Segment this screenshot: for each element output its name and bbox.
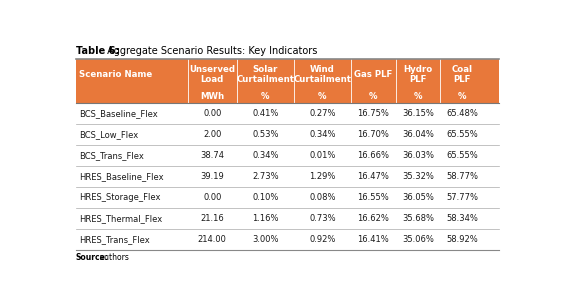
Text: %: % (458, 92, 467, 101)
Text: Wind
Curtailment: Wind Curtailment (293, 65, 352, 84)
Text: 36.15%: 36.15% (402, 109, 434, 118)
Text: 65.48%: 65.48% (447, 109, 479, 118)
Text: 2.00: 2.00 (203, 130, 222, 139)
Text: 36.03%: 36.03% (402, 151, 434, 160)
Text: BCS_Trans_Flex: BCS_Trans_Flex (80, 151, 144, 160)
Text: 36.04%: 36.04% (402, 130, 434, 139)
Text: Unserved
Load: Unserved Load (189, 65, 235, 84)
Text: 0.41%: 0.41% (252, 109, 278, 118)
Text: 38.74: 38.74 (200, 151, 224, 160)
Text: 16.75%: 16.75% (357, 109, 389, 118)
Text: 58.34%: 58.34% (447, 214, 479, 223)
Text: 21.16: 21.16 (200, 214, 224, 223)
Text: 16.55%: 16.55% (357, 193, 389, 202)
Text: Aggregate Scenario Results: Key Indicators: Aggregate Scenario Results: Key Indicato… (104, 46, 318, 56)
Text: 0.34%: 0.34% (252, 151, 278, 160)
Text: Scenario Name: Scenario Name (80, 70, 153, 79)
Text: HRES_Storage_Flex: HRES_Storage_Flex (80, 193, 161, 202)
Text: 0.73%: 0.73% (309, 214, 336, 223)
Text: 214.00: 214.00 (198, 235, 227, 244)
Text: 0.10%: 0.10% (252, 193, 278, 202)
Text: 16.70%: 16.70% (357, 130, 389, 139)
Text: 0.92%: 0.92% (309, 235, 335, 244)
Text: Solar
Curtailment: Solar Curtailment (236, 65, 295, 84)
Text: BCS_Baseline_Flex: BCS_Baseline_Flex (80, 109, 158, 118)
Text: 2.73%: 2.73% (252, 172, 279, 181)
Text: 0.00: 0.00 (203, 109, 222, 118)
Text: 16.62%: 16.62% (357, 214, 389, 223)
Text: 16.41%: 16.41% (357, 235, 389, 244)
Text: authors: authors (97, 253, 129, 263)
Text: 58.92%: 58.92% (447, 235, 479, 244)
Text: BCS_Low_Flex: BCS_Low_Flex (80, 130, 139, 139)
Text: 35.06%: 35.06% (402, 235, 434, 244)
Text: %: % (413, 92, 422, 101)
Text: 16.66%: 16.66% (357, 151, 389, 160)
Text: 58.77%: 58.77% (447, 172, 479, 181)
Text: HRES_Trans_Flex: HRES_Trans_Flex (80, 235, 150, 244)
Text: 3.00%: 3.00% (252, 235, 278, 244)
Text: 16.47%: 16.47% (357, 172, 389, 181)
Text: %: % (261, 92, 269, 101)
Text: 35.32%: 35.32% (402, 172, 434, 181)
Text: %: % (369, 92, 378, 101)
Text: Coal
PLF: Coal PLF (452, 65, 473, 84)
Text: 0.00: 0.00 (203, 193, 222, 202)
Text: 39.19: 39.19 (200, 172, 224, 181)
Text: Source:: Source: (76, 253, 108, 263)
Text: Table 6:: Table 6: (76, 46, 119, 56)
Text: HRES_Baseline_Flex: HRES_Baseline_Flex (80, 172, 164, 181)
Text: 0.08%: 0.08% (309, 193, 335, 202)
Text: 0.53%: 0.53% (252, 130, 278, 139)
Text: Gas PLF: Gas PLF (354, 70, 393, 79)
Text: 0.27%: 0.27% (309, 109, 335, 118)
Text: 57.77%: 57.77% (447, 193, 479, 202)
Bar (76, 90, 499, 103)
Text: 36.05%: 36.05% (402, 193, 434, 202)
Text: MWh: MWh (200, 92, 224, 101)
Text: 65.55%: 65.55% (447, 130, 479, 139)
Text: 1.16%: 1.16% (252, 214, 278, 223)
Text: Hydro
PLF: Hydro PLF (403, 65, 433, 84)
Text: 35.68%: 35.68% (402, 214, 434, 223)
Text: 65.55%: 65.55% (447, 151, 479, 160)
Text: 0.34%: 0.34% (309, 130, 335, 139)
Text: 1.29%: 1.29% (309, 172, 335, 181)
Text: %: % (318, 92, 327, 101)
Text: HRES_Thermal_Flex: HRES_Thermal_Flex (80, 214, 163, 223)
Text: 0.01%: 0.01% (309, 151, 335, 160)
Bar (76, 59, 499, 90)
